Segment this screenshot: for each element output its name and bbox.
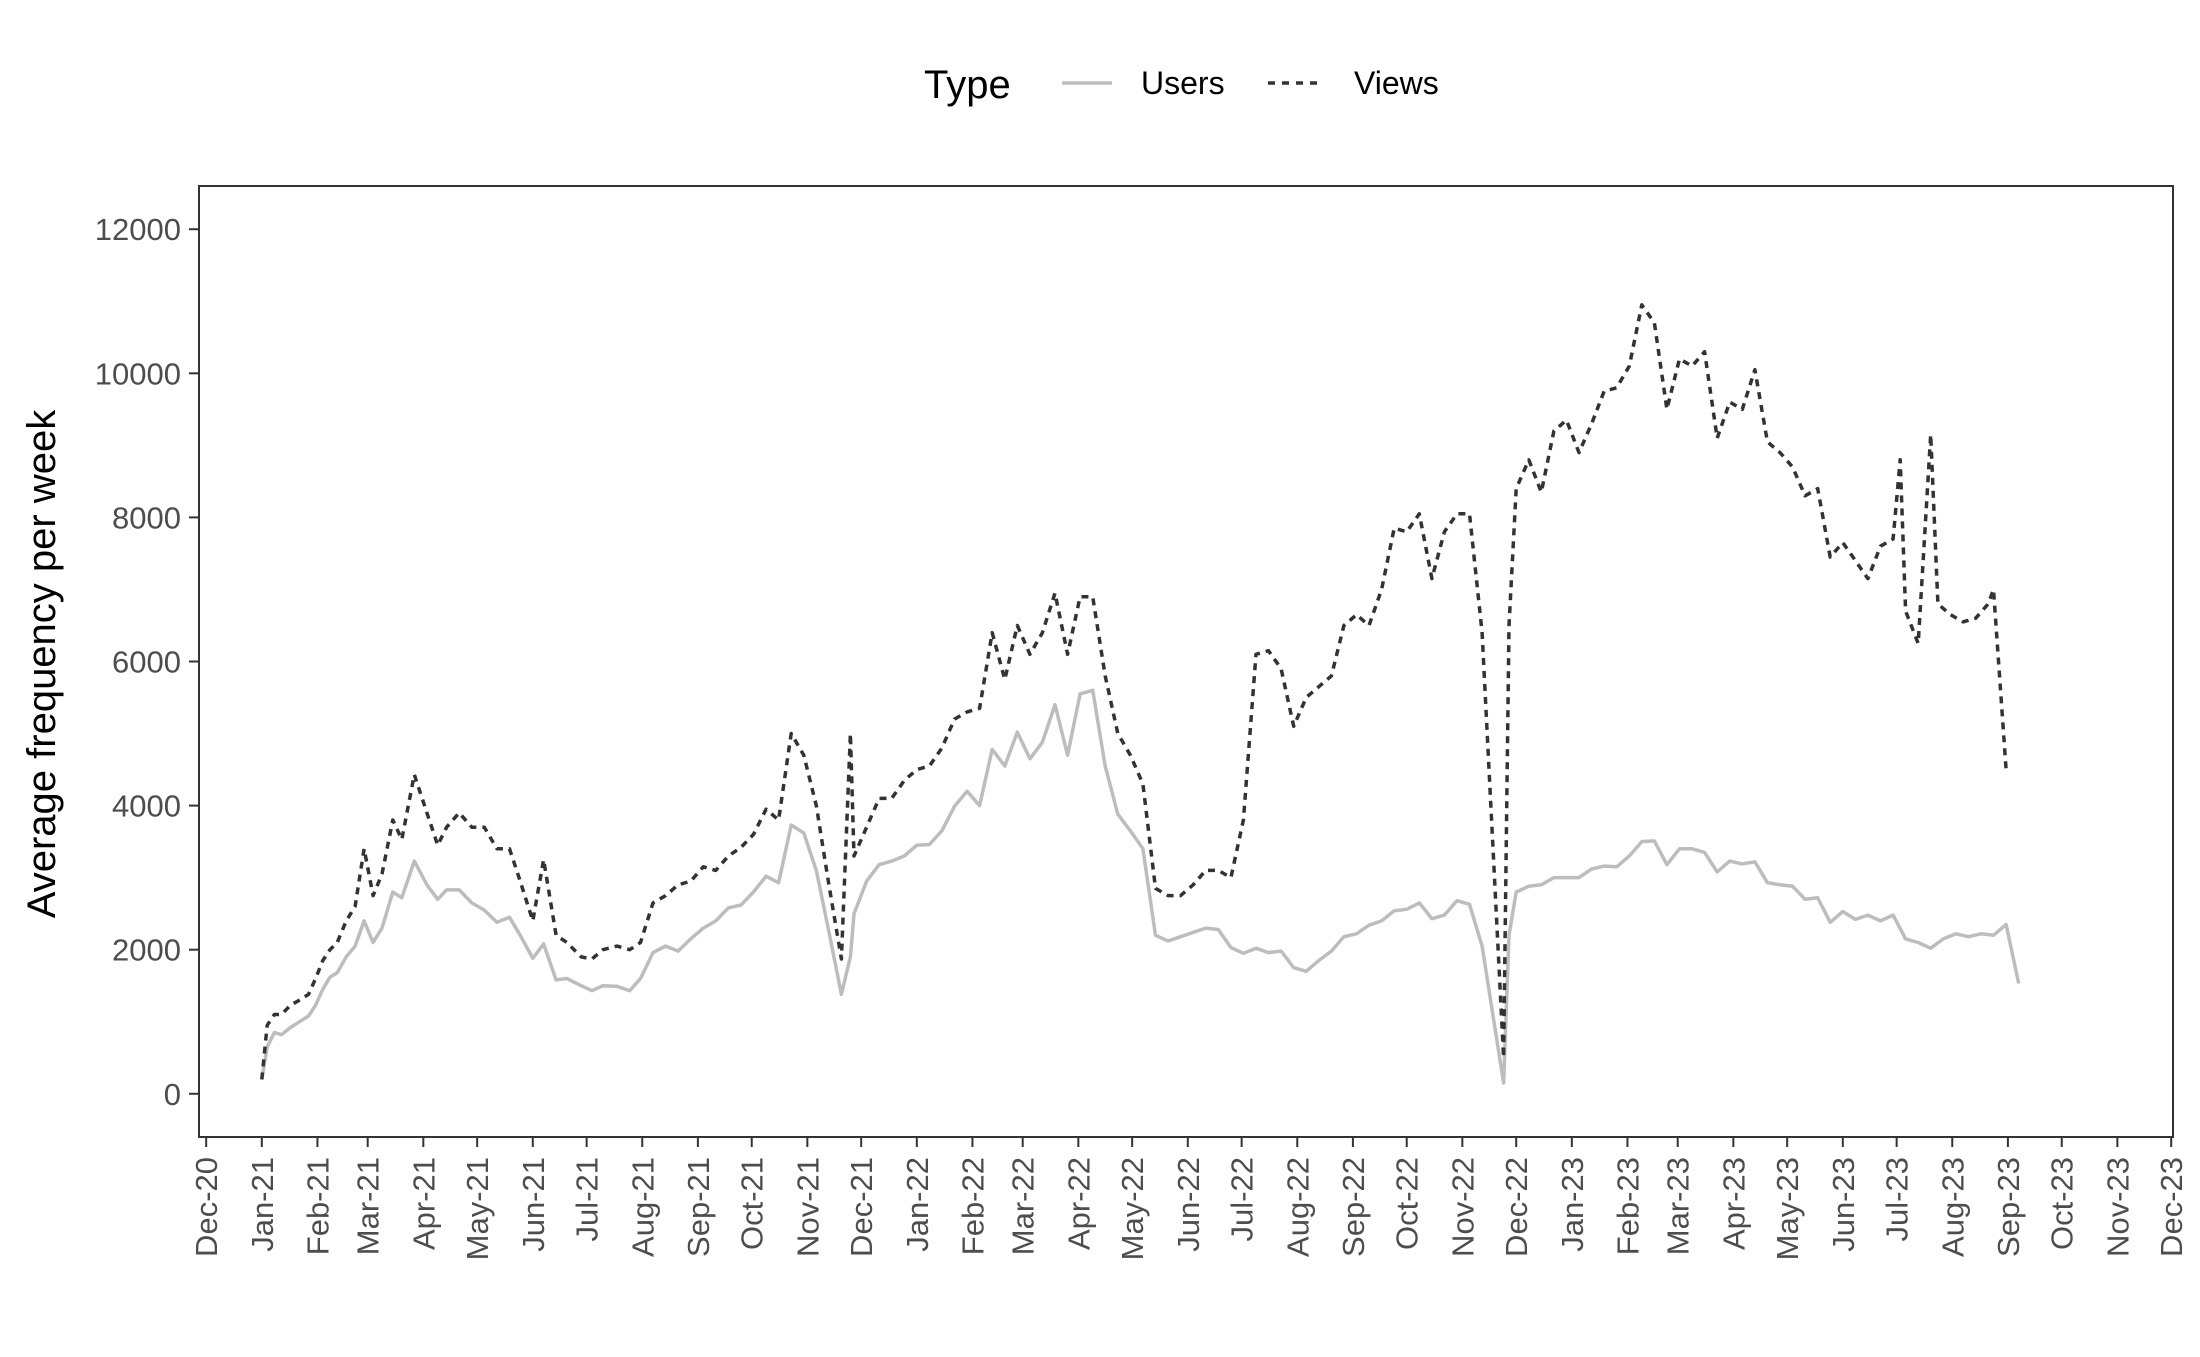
- x-tick-label: Oct-22: [1390, 1157, 1425, 1250]
- x-tick-label: Nov-21: [790, 1157, 825, 1257]
- x-tick-label: May-22: [1115, 1157, 1150, 1260]
- x-tick-label: May-21: [460, 1157, 495, 1260]
- y-axis: 0 2000 4000 6000 8000 10000 12000: [95, 212, 199, 1112]
- y-tick-label: 6000: [112, 645, 181, 680]
- x-tick-label: Feb-21: [300, 1157, 335, 1255]
- x-tick-label: Jan-23: [1555, 1157, 1590, 1252]
- x-tick-label: Aug-22: [1280, 1157, 1315, 1257]
- legend: Type Users Views: [924, 63, 1439, 107]
- x-tick-label: Aug-23: [1935, 1157, 1970, 1257]
- x-tick-label: Feb-22: [955, 1157, 990, 1255]
- x-tick-label: Dec-21: [844, 1157, 879, 1257]
- x-tick-label: Nov-23: [2100, 1157, 2135, 1257]
- x-tick-label: May-23: [1770, 1157, 1805, 1260]
- x-tick-label: Jun-22: [1171, 1157, 1206, 1252]
- x-tick-label: Sep-23: [1991, 1157, 2026, 1257]
- x-tick-label: Mar-21: [351, 1157, 386, 1255]
- y-tick-label: 10000: [95, 356, 181, 391]
- legend-label-views: Views: [1354, 65, 1439, 101]
- x-tick-label: Aug-21: [625, 1157, 660, 1257]
- x-tick-label: Feb-23: [1610, 1157, 1645, 1255]
- y-tick-label: 8000: [112, 500, 181, 535]
- x-tick-label: Dec-23: [2154, 1157, 2189, 1257]
- x-tick-label: Dec-20: [189, 1157, 224, 1257]
- x-tick-label: Mar-22: [1006, 1157, 1041, 1255]
- x-tick-label: Sep-22: [1336, 1157, 1371, 1257]
- legend-label-users: Users: [1141, 65, 1225, 101]
- series-layer: [260, 303, 2021, 1085]
- x-tick-label: Jul-21: [570, 1157, 605, 1241]
- x-tick-label: Oct-21: [735, 1157, 770, 1250]
- x-tick-label: Jul-23: [1880, 1157, 1915, 1241]
- legend-title: Type: [924, 63, 1011, 107]
- y-tick-label: 0: [164, 1077, 181, 1112]
- x-tick-label: Jan-22: [900, 1157, 935, 1252]
- series-line-views: [260, 303, 2008, 1080]
- y-axis-title: Average frequency per week: [20, 409, 64, 918]
- x-tick-label: Jun-21: [516, 1157, 551, 1252]
- x-tick-label: Apr-22: [1061, 1157, 1096, 1250]
- y-tick-label: 12000: [95, 212, 181, 247]
- x-tick-label: Jul-22: [1225, 1157, 1260, 1241]
- x-tick-label: Sep-21: [681, 1157, 716, 1257]
- x-tick-label: Oct-23: [2045, 1157, 2080, 1250]
- x-tick-label: Jan-21: [245, 1157, 280, 1252]
- y-tick-label: 2000: [112, 933, 181, 968]
- x-tick-label: Nov-22: [1445, 1157, 1480, 1257]
- x-tick-label: Jun-23: [1826, 1157, 1861, 1252]
- x-axis: Dec-20 Jan-21 Feb-21 Mar-21 Apr-21 May-21 Jun-…: [189, 1137, 2189, 1260]
- y-tick-label: 4000: [112, 789, 181, 824]
- x-tick-label: Dec-22: [1499, 1157, 1534, 1257]
- x-tick-label: Apr-21: [406, 1157, 441, 1250]
- plot-panel-border: [198, 185, 2174, 1138]
- x-tick-label: Apr-23: [1716, 1157, 1751, 1250]
- series-line-users: [260, 688, 2021, 1085]
- x-tick-label: Mar-23: [1661, 1157, 1696, 1255]
